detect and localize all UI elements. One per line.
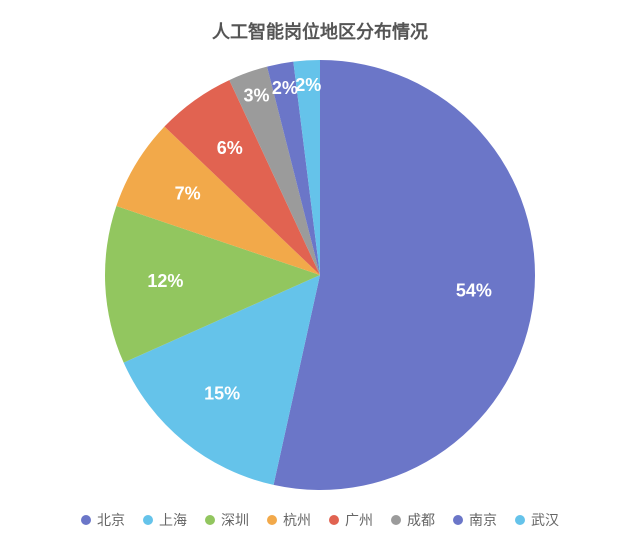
chart-container: 人工智能岗位地区分布情况 54%15%12%7%6%3%2%2% 北京上海深圳杭… (0, 0, 640, 549)
legend-label: 广州 (345, 510, 373, 530)
legend-dot-icon (205, 515, 215, 525)
chart-legend: 北京 上海 深圳 杭州 广州 成都 南京 武汉 (0, 510, 640, 530)
pie-chart: 54%15%12%7%6%3%2%2% (0, 50, 640, 500)
legend-label: 北京 (97, 510, 125, 530)
legend-dot-icon (329, 515, 339, 525)
legend-item: 武汉 (515, 510, 559, 530)
legend-dot-icon (391, 515, 401, 525)
legend-label: 深圳 (221, 510, 249, 530)
legend-item: 南京 (453, 510, 497, 530)
legend-label: 成都 (407, 510, 435, 530)
pie-slice-label: 7% (175, 184, 201, 204)
legend-label: 上海 (159, 510, 187, 530)
pie-slice-label: 6% (217, 138, 243, 158)
legend-label: 南京 (469, 510, 497, 530)
pie-slice-label: 3% (244, 86, 270, 106)
pie-slice-label: 2% (272, 78, 298, 98)
pie-slice-label: 2% (295, 75, 321, 95)
pie-slice-label: 15% (204, 384, 240, 404)
legend-label: 武汉 (531, 510, 559, 530)
legend-dot-icon (453, 515, 463, 525)
legend-dot-icon (143, 515, 153, 525)
legend-label: 杭州 (283, 510, 311, 530)
chart-title: 人工智能岗位地区分布情况 (0, 18, 640, 44)
legend-dot-icon (267, 515, 277, 525)
pie-slice-label: 12% (147, 271, 183, 291)
legend-item: 上海 (143, 510, 187, 530)
legend-item: 广州 (329, 510, 373, 530)
legend-dot-icon (81, 515, 91, 525)
legend-item: 杭州 (267, 510, 311, 530)
legend-item: 深圳 (205, 510, 249, 530)
pie-slice-label: 54% (456, 281, 492, 301)
legend-item: 北京 (81, 510, 125, 530)
legend-item: 成都 (391, 510, 435, 530)
legend-dot-icon (515, 515, 525, 525)
